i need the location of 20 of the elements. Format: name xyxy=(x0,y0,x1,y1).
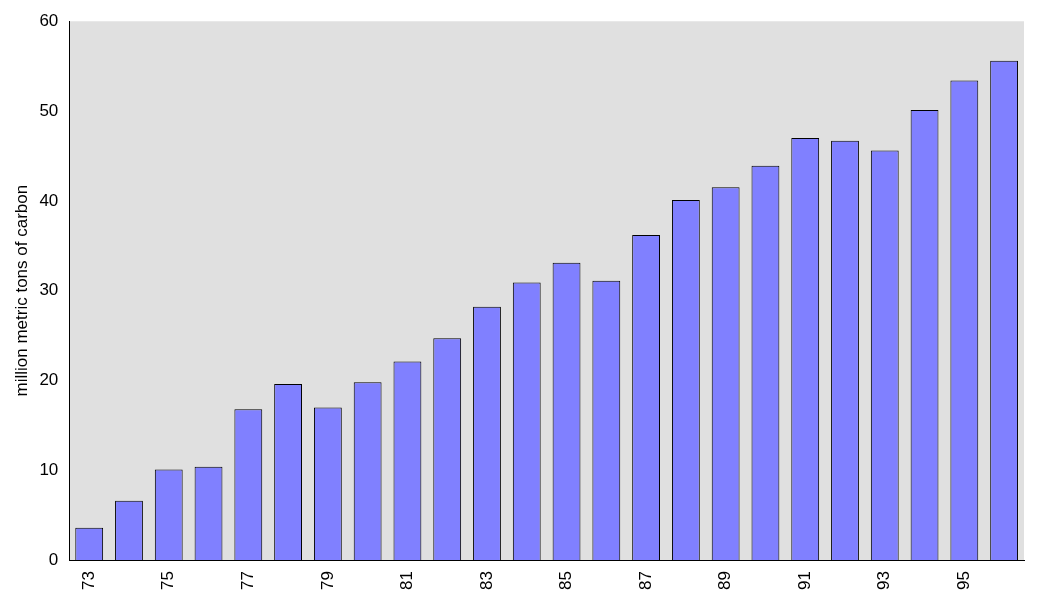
x-tick-label: 95 xyxy=(954,571,974,591)
y-tick-label: 50 xyxy=(39,100,59,120)
y-tick-label: 10 xyxy=(39,459,59,479)
x-tick-label: 87 xyxy=(635,571,655,591)
x-tick-label: 77 xyxy=(238,571,257,591)
x-tick-label: 91 xyxy=(794,571,814,591)
y-tick-label: 0 xyxy=(48,549,59,569)
x-tick-label: 93 xyxy=(874,571,894,591)
y-tick-label: 40 xyxy=(39,190,59,210)
x-tick-label: 83 xyxy=(476,571,496,591)
x-tick-label: 85 xyxy=(556,571,576,591)
x-tick-label: 75 xyxy=(158,571,178,591)
y-tick-label: 30 xyxy=(39,280,59,300)
y-axis-title: million metric tons of carbon xyxy=(11,184,31,397)
x-tick-label: 89 xyxy=(715,571,735,591)
x-tick-label: 73 xyxy=(78,571,98,591)
y-tick-label: 20 xyxy=(39,370,59,390)
y-tick-label: 60 xyxy=(39,10,59,30)
x-tick-label: 81 xyxy=(397,571,417,591)
x-tick-label: 79 xyxy=(317,571,337,591)
